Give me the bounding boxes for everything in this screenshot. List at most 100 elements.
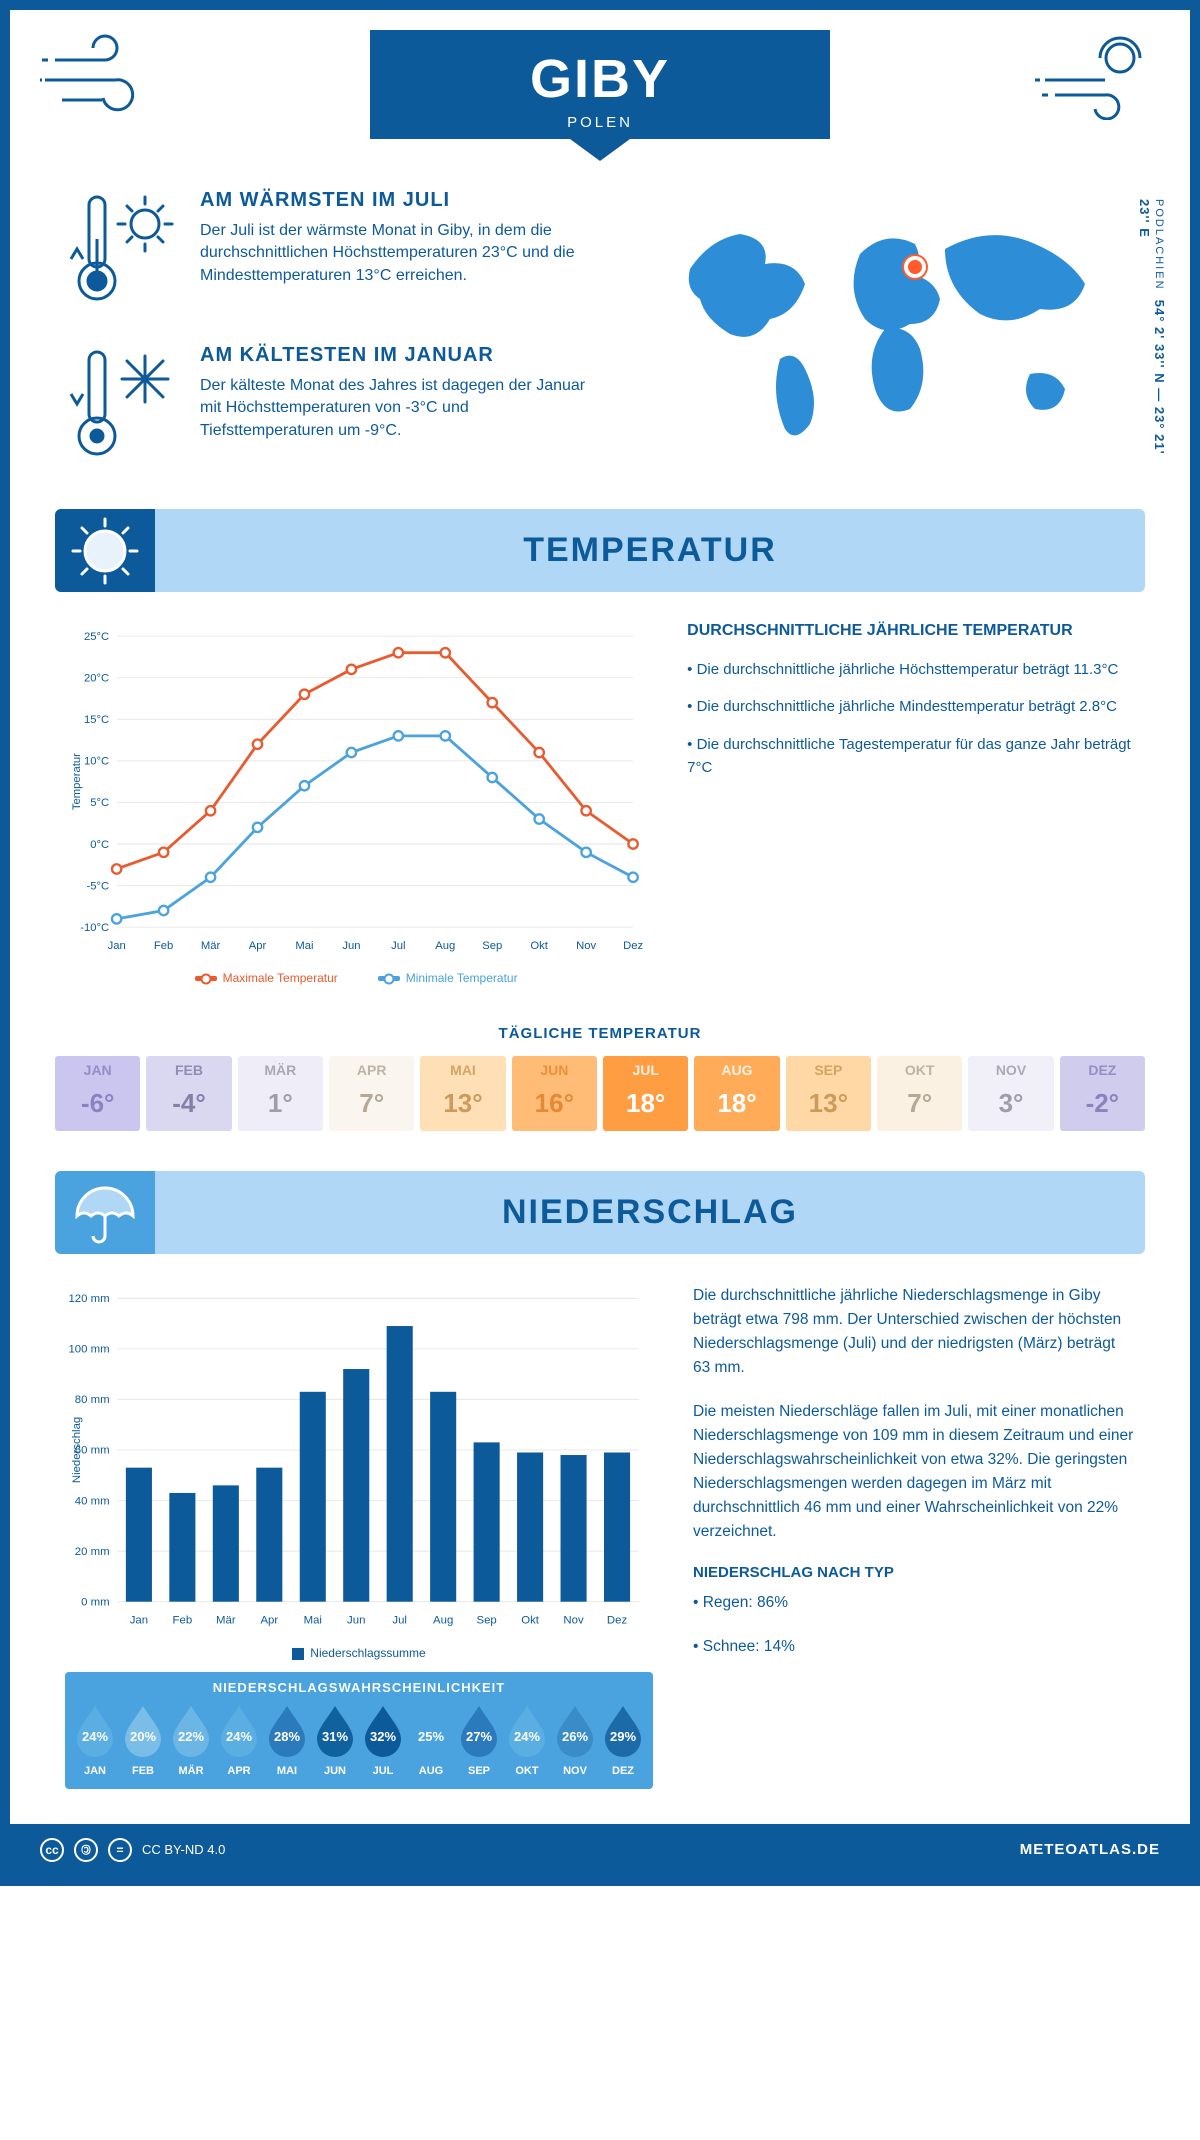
svg-text:80 mm: 80 mm [75,1394,110,1406]
probability-drops: 24%JAN20%FEB22%MÄR24%APR28%MAI31%JUN32%J… [73,1703,645,1777]
svg-text:Mai: Mai [304,1615,322,1627]
svg-text:Apr: Apr [249,940,267,952]
svg-text:5°C: 5°C [90,797,109,809]
title-banner: GIBY POLEN [370,30,830,139]
thermometer-sun-icon [65,189,175,314]
svg-text:Feb: Feb [173,1615,193,1627]
daily-temp-cell: JUL18° [603,1056,688,1131]
probability-drop: 22%MÄR [169,1703,213,1777]
world-map: PODLACHIEN 54° 2' 33'' N — 23° 21' 23'' … [645,189,1135,469]
svg-text:Jan: Jan [108,940,126,952]
infographic-frame: GIBY POLEN AM WÄRMSTEN IM J [0,0,1200,1886]
precipitation-legend: Niederschlagssumme [65,1646,653,1660]
temp-bullet: • Die durchschnittliche jährliche Höchst… [687,658,1135,681]
precipitation-row: 0 mm20 mm40 mm60 mm80 mm100 mm120 mmJanF… [10,1254,1190,1799]
prob-title: NIEDERSCHLAGSWAHRSCHEINLICHKEIT [73,1680,645,1695]
precipitation-bar-chart: 0 mm20 mm40 mm60 mm80 mm100 mm120 mmJanF… [65,1284,653,1660]
probability-drop: 28%MAI [265,1703,309,1777]
daily-temp-cell: FEB-4° [146,1056,231,1131]
temperature-row: -10°C-5°C0°C5°C10°C15°C20°C25°CJanFebMär… [10,592,1190,1005]
header-row: GIBY POLEN [10,10,1190,139]
precipitation-probability-band: NIEDERSCHLAGSWAHRSCHEINLICHKEIT 24%JAN20… [65,1672,653,1789]
daily-temp-cell: SEP13° [786,1056,871,1131]
svg-text:Jan: Jan [130,1615,148,1627]
daily-temp-cell: AUG18° [694,1056,779,1131]
svg-text:24%: 24% [226,1729,252,1744]
fact-cold-title: AM KÄLTESTEN IM JANUAR [200,344,605,367]
svg-text:27%: 27% [466,1729,492,1744]
precipitation-summary: Die durchschnittliche jährliche Niedersc… [693,1284,1135,1789]
svg-text:25%: 25% [418,1729,444,1744]
precipitation-section-header: NIEDERSCHLAG [55,1171,1145,1254]
precip-type-item: • Schnee: 14% [693,1635,1135,1659]
svg-text:Dez: Dez [623,940,643,952]
svg-text:29%: 29% [610,1729,636,1744]
svg-text:31%: 31% [322,1729,348,1744]
svg-text:120 mm: 120 mm [68,1293,109,1305]
license-block: cc 🄯 = CC BY-ND 4.0 [40,1838,225,1862]
svg-text:0°C: 0°C [90,839,109,851]
svg-text:Okt: Okt [530,940,548,952]
temperature-line-chart: -10°C-5°C0°C5°C10°C15°C20°C25°CJanFebMär… [65,622,647,985]
svg-text:Okt: Okt [521,1615,540,1627]
svg-text:Sep: Sep [477,1615,497,1627]
country-name: POLEN [450,114,750,131]
probability-drop: 20%FEB [121,1703,165,1777]
temp-bullet: • Die durchschnittliche jährliche Mindes… [687,695,1135,718]
precip-type-item: • Regen: 86% [693,1591,1135,1615]
svg-text:Jun: Jun [342,940,360,952]
svg-text:Mär: Mär [201,940,221,952]
probability-drop: 26%NOV [553,1703,597,1777]
fact-warmest: AM WÄRMSTEN IM JULI Der Juli ist der wär… [65,189,605,314]
daily-temp-cell: OKT7° [877,1056,962,1131]
svg-text:Jul: Jul [391,940,405,952]
probability-drop: 25%AUG [409,1703,453,1777]
svg-text:20%: 20% [130,1729,156,1744]
daily-temp-cell: APR7° [329,1056,414,1131]
svg-text:-5°C: -5°C [86,880,109,892]
svg-text:Dez: Dez [607,1615,628,1627]
fact-cold-text: Der kälteste Monat des Jahres ist dagege… [200,375,605,442]
temperature-section-header: TEMPERATUR [55,509,1145,592]
daily-temp-cell: JAN-6° [55,1056,140,1131]
svg-text:24%: 24% [514,1729,540,1744]
precip-paragraph: Die durchschnittliche jährliche Niedersc… [693,1284,1135,1380]
temperature-legend: Maximale Temperatur Minimale Temperatur [65,971,647,985]
svg-text:Niederschlag: Niederschlag [71,1417,83,1483]
precipitation-title: NIEDERSCHLAG [175,1193,1125,1232]
probability-drop: 24%OKT [505,1703,549,1777]
intro-section: AM WÄRMSTEN IM JULI Der Juli ist der wär… [10,139,1190,499]
daily-temp-cell: NOV3° [968,1056,1053,1131]
fact-warm-title: AM WÄRMSTEN IM JULI [200,189,605,212]
cc-icon: cc [40,1838,64,1862]
svg-text:Jul: Jul [392,1615,407,1627]
daily-temp-cell: JUN16° [512,1056,597,1131]
precip-type-title: NIEDERSCHLAG NACH TYP [693,1564,1135,1581]
svg-text:Aug: Aug [433,1615,453,1627]
umbrella-icon [55,1171,155,1254]
coordinates-label: PODLACHIEN 54° 2' 33'' N — 23° 21' 23'' … [1137,199,1167,469]
thermometer-snow-icon [65,344,175,469]
license-text: CC BY-ND 4.0 [142,1842,225,1857]
precip-paragraph: Die meisten Niederschläge fallen im Juli… [693,1400,1135,1544]
svg-text:20°C: 20°C [84,672,109,684]
svg-text:10°C: 10°C [84,756,109,768]
svg-text:32%: 32% [370,1729,396,1744]
wind-icon-left [40,30,170,125]
temperature-summary: DURCHSCHNITTLICHE JÄHRLICHE TEMPERATUR •… [687,622,1135,985]
daily-temp-cell: DEZ-2° [1060,1056,1145,1131]
daily-temp-cell: MAI13° [420,1056,505,1131]
probability-drop: 24%JAN [73,1703,117,1777]
svg-text:-10°C: -10°C [80,922,109,934]
probability-drop: 31%JUN [313,1703,357,1777]
svg-text:Apr: Apr [260,1615,278,1627]
svg-text:26%: 26% [562,1729,588,1744]
svg-text:Mai: Mai [295,940,313,952]
nd-icon: = [108,1838,132,1862]
wind-icon-right [1030,30,1160,125]
svg-text:28%: 28% [274,1729,300,1744]
probability-drop: 27%SEP [457,1703,501,1777]
daily-temp-title: TÄGLICHE TEMPERATUR [10,1025,1190,1042]
svg-text:Sep: Sep [482,940,502,952]
svg-text:Nov: Nov [563,1615,584,1627]
